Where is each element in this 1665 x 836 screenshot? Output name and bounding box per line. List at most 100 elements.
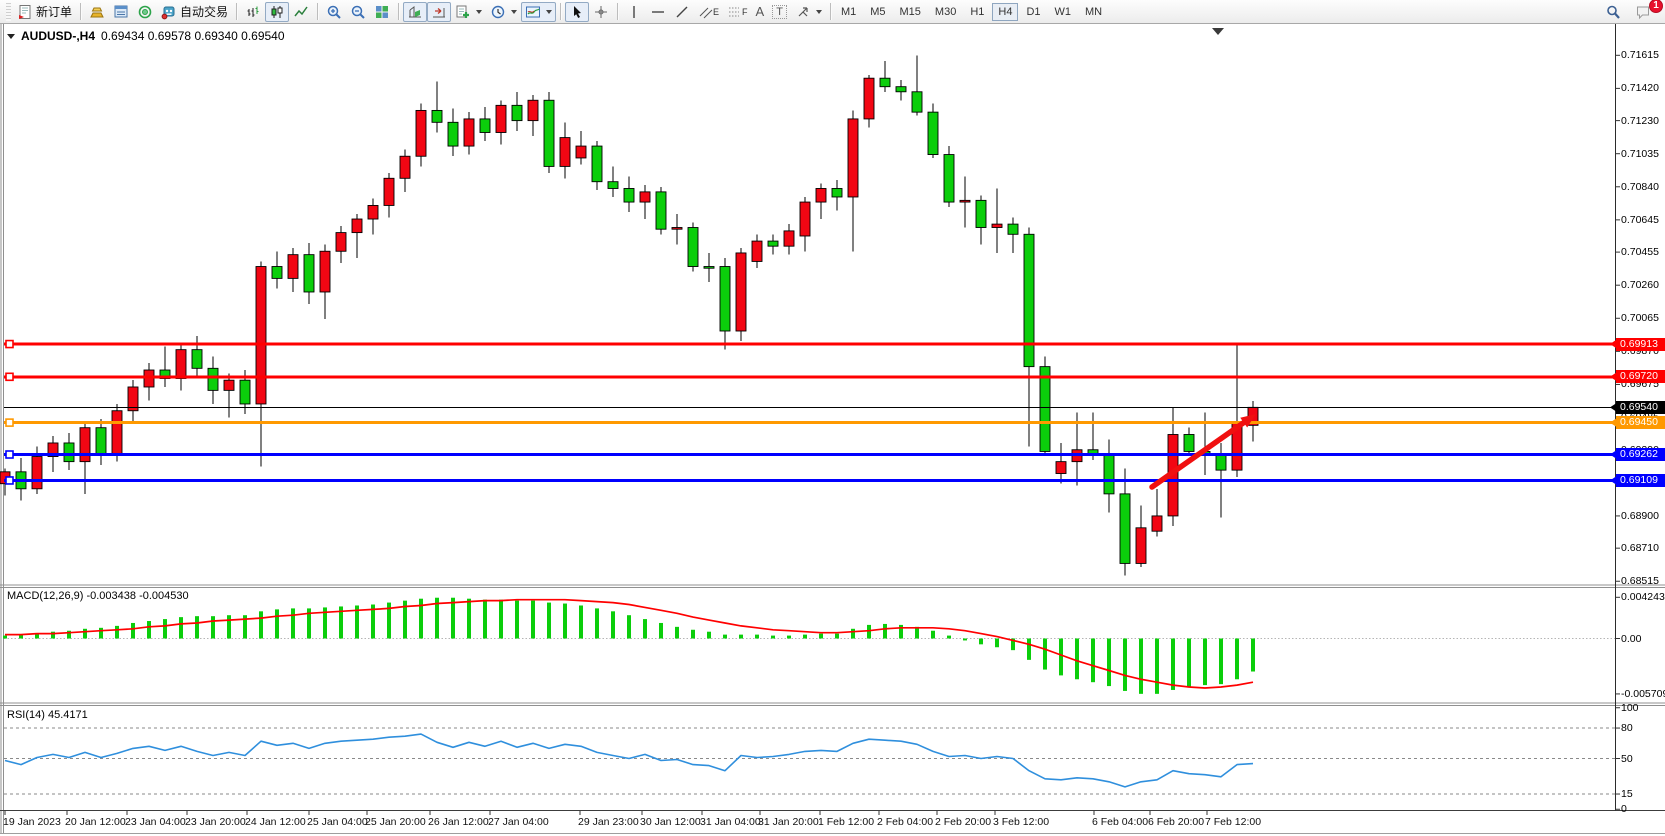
dropdown-caret [511, 9, 518, 14]
dropdown-caret [476, 9, 483, 14]
timeframe-button-h1[interactable]: H1 [970, 5, 985, 18]
zoom-out-button[interactable] [346, 2, 370, 22]
tile-windows-icon [376, 5, 389, 18]
chart-window: AUDUSD-,H4 0.69434 0.69578 0.69340 0.695… [0, 24, 1665, 836]
channel-button[interactable]: E [694, 2, 723, 22]
timeframe-button-m15[interactable]: M15 [899, 5, 921, 18]
autotrade-button[interactable]: 自动交易 [157, 2, 232, 22]
chart-forward-button[interactable] [403, 1, 428, 22]
time-tick-label: 23 Jan 20:00 [185, 816, 246, 828]
channel-letter: E [713, 6, 720, 17]
timeframe-button-mn[interactable]: MN [1085, 5, 1103, 18]
bar-chart-button[interactable] [241, 2, 265, 22]
macd-indicator-label: MACD(12,26,9) -0.003438 -0.004530 [7, 590, 189, 602]
indicators-button[interactable] [451, 2, 486, 22]
candlestick-chart-button[interactable] [265, 1, 290, 22]
time-tick-label: 7 Feb 12:00 [1205, 816, 1262, 828]
price-tick-label: 0.71615 [1621, 49, 1659, 62]
chart-shift-button[interactable] [427, 1, 452, 22]
separator [236, 3, 238, 20]
zoom-in-button[interactable] [322, 2, 346, 22]
toolbar: 新订单 自动交易 [0, 0, 1665, 24]
line-chart-button[interactable] [289, 2, 313, 22]
templates-button[interactable] [521, 1, 557, 22]
timeframe-button-h4[interactable]: H4 [992, 2, 1019, 21]
rsi-tick-label: 100 [1621, 701, 1639, 714]
text-icon: A [755, 4, 765, 19]
data-window-button[interactable] [109, 2, 133, 22]
autotrade-robot-icon [161, 6, 175, 19]
cursor-icon [574, 5, 582, 18]
macd-tick-label: 0.004243 [1621, 591, 1665, 604]
market-watch-button[interactable] [85, 2, 109, 22]
rsi-tick-label: 15 [1621, 788, 1633, 801]
chart-title[interactable]: AUDUSD-,H4 0.69434 0.69578 0.69340 0.695… [7, 29, 285, 43]
text-label-icon: T [772, 4, 787, 19]
notification-count-badge: 1 [1649, 0, 1663, 13]
fibonacci-button[interactable]: F [723, 2, 752, 22]
time-tick-label: 2 Feb 20:00 [935, 816, 992, 828]
horizontal-line-icon [652, 10, 665, 13]
time-tick-label: 6 Feb 04:00 [1092, 816, 1149, 828]
trendline-button[interactable] [670, 2, 694, 22]
text-button[interactable]: A [752, 2, 769, 22]
zoom-in-icon [327, 5, 341, 19]
time-tick-label: 26 Jan 12:00 [428, 816, 489, 828]
dropdown-caret [815, 9, 822, 14]
tile-windows-button[interactable] [370, 2, 394, 22]
time-tick-label: 20 Jan 12:00 [65, 816, 126, 828]
toolbar-grip[interactable] [6, 2, 11, 21]
trendline-icon [676, 6, 688, 17]
line-chart-icon [294, 6, 308, 16]
fibonacci-letter: F [742, 6, 748, 17]
level-price-badge: 0.69913 [1616, 337, 1665, 351]
cursor-button[interactable] [565, 1, 590, 22]
price-tick-label: 0.70260 [1621, 279, 1659, 292]
search-button[interactable] [1601, 2, 1625, 22]
time-tick-label: 25 Jan 04:00 [307, 816, 368, 828]
text-label-button[interactable]: T [768, 2, 791, 22]
timeframe-button-m1[interactable]: M1 [840, 5, 857, 18]
vertical-line-button[interactable] [622, 2, 646, 22]
price-tick-label: 0.70065 [1621, 312, 1659, 325]
template-icon [526, 6, 541, 17]
separator [617, 3, 619, 20]
search-icon [1607, 5, 1620, 19]
arrows-button[interactable] [791, 2, 826, 22]
new-order-icon [19, 4, 31, 19]
price-tick-label: 0.71035 [1621, 147, 1659, 160]
rsi-tick-label: 80 [1621, 722, 1633, 735]
zoom-out-icon [351, 5, 365, 19]
chart-ohlc-values: 0.69434 0.69578 0.69340 0.69540 [101, 29, 285, 43]
autotrade-label: 自动交易 [180, 5, 229, 19]
gold-icon [90, 7, 104, 17]
macd-tick-label: 0.00 [1621, 632, 1642, 645]
candlestick-icon [271, 5, 283, 18]
chart-menu-caret[interactable] [7, 33, 15, 39]
dropdown-caret [546, 9, 553, 14]
crosshair-button[interactable] [589, 2, 613, 22]
chart-forward-icon [409, 5, 422, 17]
horizontal-line-button[interactable] [646, 2, 670, 22]
time-tick-label: 27 Jan 04:00 [488, 816, 549, 828]
level-price-badge: 0.69262 [1616, 448, 1665, 461]
price-tick-label: 0.68515 [1621, 575, 1659, 588]
navigator-button[interactable] [133, 2, 157, 22]
separator [317, 3, 319, 20]
chat-bubble-icon [1637, 6, 1649, 19]
time-tick-label: 1 Feb 12:00 [818, 816, 875, 828]
separator [560, 3, 562, 20]
periods-button[interactable] [486, 2, 521, 22]
timeframe-button-m30[interactable]: M30 [934, 5, 957, 18]
price-tick-label: 0.70645 [1621, 213, 1659, 226]
level-price-badge: 0.69720 [1616, 370, 1665, 384]
notifications-button[interactable]: 1 [1631, 0, 1663, 22]
new-order-button[interactable]: 新订单 [13, 2, 76, 22]
price-chart[interactable] [0, 24, 1665, 836]
timeframe-button-d1[interactable]: D1 [1026, 5, 1041, 18]
arrows-icon [798, 6, 808, 16]
timeframe-button-m5[interactable]: M5 [870, 5, 886, 18]
timeframe-button-w1[interactable]: W1 [1054, 5, 1072, 18]
price-tick-label: 0.68710 [1621, 542, 1659, 555]
navigator-icon [138, 5, 152, 18]
